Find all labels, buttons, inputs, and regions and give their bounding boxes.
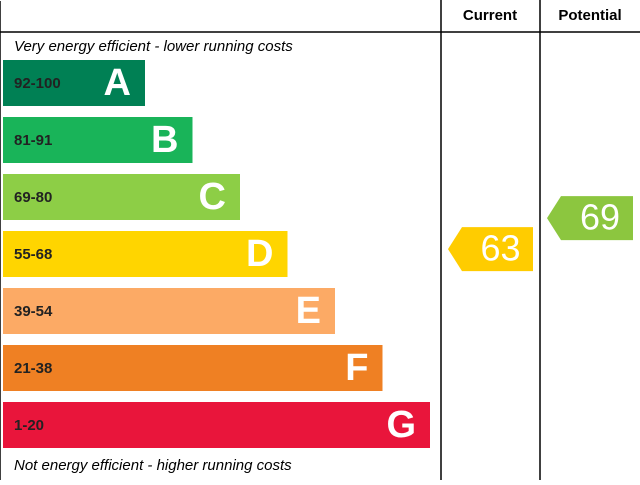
rating-value: 69 <box>580 197 620 238</box>
band-range: 92-100 <box>14 75 61 92</box>
band <box>3 345 383 391</box>
band <box>3 231 288 277</box>
column-header: Current <box>463 7 517 24</box>
band-letter: F <box>345 347 368 389</box>
band-range: 55-68 <box>14 246 52 263</box>
band <box>3 288 335 334</box>
band <box>3 402 430 448</box>
band <box>3 174 240 220</box>
band-range: 21-38 <box>14 360 52 377</box>
band <box>3 117 193 163</box>
rating-value: 63 <box>480 228 520 269</box>
band-range: 39-54 <box>14 303 53 320</box>
band-range: 81-91 <box>14 132 52 149</box>
band-letter: A <box>104 62 131 104</box>
band-letter: C <box>199 176 226 218</box>
band-letter: B <box>151 119 178 161</box>
band-letter: E <box>296 290 321 332</box>
band <box>3 60 145 106</box>
bottom-note: Not energy efficient - higher running co… <box>14 457 292 474</box>
band-range: 69-80 <box>14 189 52 206</box>
band-range: 1-20 <box>14 417 44 434</box>
top-note: Very energy efficient - lower running co… <box>14 38 293 55</box>
band-letter: G <box>386 404 416 446</box>
column-header: Potential <box>558 7 621 24</box>
rating-arrow <box>547 196 633 241</box>
rating-arrow <box>448 227 533 272</box>
band-letter: D <box>246 233 273 275</box>
